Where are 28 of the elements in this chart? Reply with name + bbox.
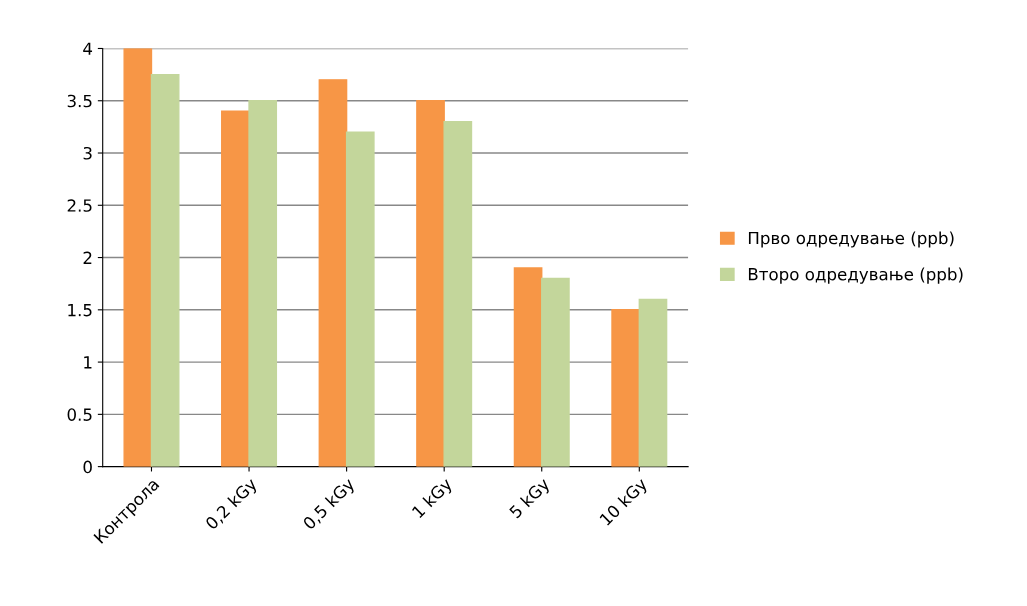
bar: [513, 267, 543, 467]
legend-label: Второ одредување (ppb): [748, 267, 963, 284]
bar: [638, 298, 668, 467]
x-tick-label: 5 kGy: [508, 476, 553, 522]
bar: [541, 277, 570, 467]
y-tick-label: 3.5: [67, 94, 92, 108]
y-tick-label: 1: [84, 356, 92, 369]
y-tick-label: 1.5: [68, 304, 92, 317]
bar: [221, 110, 250, 467]
y-tick-label: 4: [83, 42, 93, 55]
bar: [611, 309, 641, 467]
bar: [248, 100, 278, 467]
x-tick-label: 10 kGy: [598, 476, 651, 529]
x-tick-label: 0,2 kGy: [204, 476, 261, 533]
legend-label: Прво одредување (ppb): [748, 231, 954, 248]
y-tick-label: 2: [83, 251, 92, 264]
bar: [416, 100, 445, 467]
y-tick-label: 0: [83, 460, 92, 474]
bar: [345, 131, 375, 467]
x-tick-label: 1 kGy: [411, 476, 456, 521]
bar: [443, 120, 473, 467]
bar: [318, 79, 348, 467]
y-tick-label: 0.5: [67, 408, 92, 421]
x-tick-label: 0,5 kGy: [301, 476, 358, 533]
bar: [150, 73, 180, 467]
y-tick-label: 2.5: [67, 199, 92, 212]
bar: [123, 48, 153, 467]
y-tick-label: 3: [83, 146, 92, 160]
